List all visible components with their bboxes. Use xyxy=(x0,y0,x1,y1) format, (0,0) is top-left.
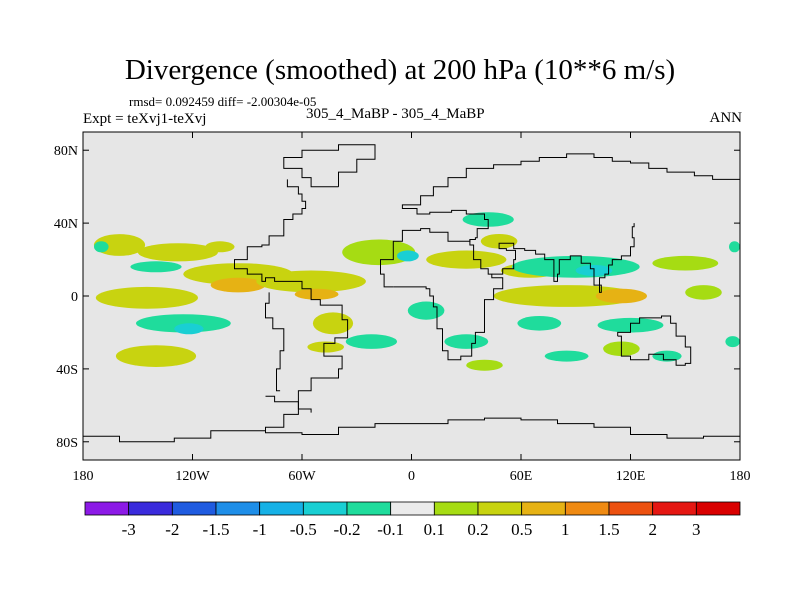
divergence-region-11 xyxy=(115,345,197,367)
divergence-region-32 xyxy=(544,350,589,362)
divergence-region-7 xyxy=(256,270,366,293)
divergence-region-5 xyxy=(210,277,266,293)
y-tick-label: 80N xyxy=(54,144,78,159)
x-tick-label: 60E xyxy=(510,469,533,484)
divergence-region-30 xyxy=(444,334,489,349)
divergence-region-1 xyxy=(137,243,218,262)
colorbar-swatch xyxy=(346,501,392,516)
colorbar-swatch xyxy=(477,501,523,516)
divergence-region-20 xyxy=(480,234,518,249)
colorbar-label: -2 xyxy=(165,520,179,539)
x-tick-label: 180 xyxy=(73,469,94,484)
colorbar-label: -0.2 xyxy=(334,520,361,539)
y-tick-label: 40S xyxy=(56,363,78,378)
divergence-region-36 xyxy=(729,241,740,253)
y-tick-label: 40N xyxy=(54,217,78,232)
colorbar-label: -1 xyxy=(253,520,267,539)
rmsd-diff-label: rmsd= 0.092459 diff= -2.00304e-05 xyxy=(129,94,317,109)
divergence-region-6 xyxy=(95,286,198,309)
coastline-1 xyxy=(265,292,285,392)
colorbar-swatch xyxy=(215,501,261,516)
x-tick-label: 120E xyxy=(616,469,646,484)
divergence-region-3 xyxy=(130,261,182,273)
divergence-region-9 xyxy=(136,314,231,333)
colorbar-label: -3 xyxy=(122,520,136,539)
divergence-region-2 xyxy=(205,241,235,253)
colorbar-swatch xyxy=(84,501,130,516)
colorbar-swatch xyxy=(259,501,304,516)
colorbar-label: 1.5 xyxy=(598,520,619,539)
colorbar-label: 0.5 xyxy=(511,520,532,539)
y-tick-label: 80S xyxy=(56,436,78,451)
coastline-4 xyxy=(491,223,635,293)
x-tick-label: 0 xyxy=(408,469,415,484)
divergence-region-19 xyxy=(426,250,507,269)
divergence-region-8 xyxy=(294,288,339,300)
colorbar-swatch xyxy=(564,501,610,516)
colorbar-label: -0.1 xyxy=(377,520,404,539)
divergence-region-14 xyxy=(307,341,345,353)
y-tick-label: 0 xyxy=(71,290,78,305)
divergence-region-25 xyxy=(493,285,640,307)
colorbar-swatch xyxy=(608,501,654,516)
coastline-6 xyxy=(283,144,376,188)
divergence-region-13 xyxy=(345,334,397,349)
divergence-region-16 xyxy=(397,250,419,262)
divergence-region-26 xyxy=(595,288,648,304)
coastline-2 xyxy=(380,153,740,288)
colorbar-label: 1 xyxy=(561,520,570,539)
case-names-label: 305_4_MaBP - 305_4_MaBP xyxy=(306,106,485,122)
divergence-region-27 xyxy=(685,285,722,300)
season-label: ANN xyxy=(709,110,743,126)
divergence-region-35 xyxy=(94,241,109,253)
divergence-region-15 xyxy=(342,239,416,266)
coastline-8 xyxy=(265,417,740,439)
experiment-label: Expt = teXvj1-teXvj xyxy=(83,111,207,127)
divergence-region-10 xyxy=(174,323,204,335)
colorbar-swatch xyxy=(521,501,566,516)
colorbar-swatch xyxy=(171,501,217,516)
colorbar-swatch xyxy=(390,501,435,516)
coastline-0 xyxy=(83,179,349,443)
divergence-region-28 xyxy=(517,316,562,331)
colorbar-label: -1.5 xyxy=(203,520,230,539)
divergence-region-17 xyxy=(407,301,445,320)
colorbar-label: 0.1 xyxy=(424,520,445,539)
x-tick-label: 60W xyxy=(288,469,316,484)
colorbar-swatch xyxy=(695,501,741,516)
colorbar-label: 2 xyxy=(648,520,657,539)
divergence-region-24 xyxy=(652,255,719,271)
chart-title: Divergence (smoothed) at 200 hPa (10**6 … xyxy=(124,54,676,86)
coastline-5 xyxy=(617,315,692,366)
colorbar-swatch xyxy=(652,501,697,516)
divergence-region-34 xyxy=(652,350,682,362)
colorbar-swatch xyxy=(302,501,348,516)
coastline-3 xyxy=(393,239,504,361)
colorbar-swatch xyxy=(433,501,479,516)
colorbar-label: 0.2 xyxy=(467,520,488,539)
colorbar-label: 3 xyxy=(692,520,701,539)
coastline-7 xyxy=(265,395,312,413)
divergence-region-12 xyxy=(312,312,354,335)
x-tick-label: 180 xyxy=(730,469,751,484)
colorbar-label: -0.5 xyxy=(290,520,317,539)
divergence-region-31 xyxy=(466,359,503,371)
colorbar-swatch xyxy=(128,501,173,516)
divergence-region-37 xyxy=(725,336,740,348)
x-tick-label: 120W xyxy=(175,469,210,484)
